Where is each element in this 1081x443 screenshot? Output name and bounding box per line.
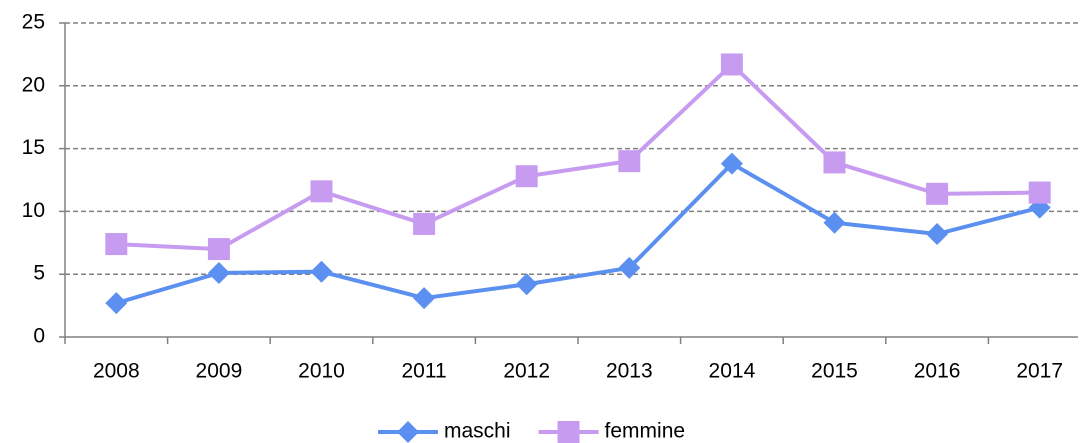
y-tick-label: 10 — [22, 199, 45, 222]
x-tick-label: 2010 — [298, 360, 345, 383]
data-point — [515, 273, 538, 296]
data-point — [105, 233, 128, 256]
x-tick-label: 2008 — [93, 360, 140, 383]
data-point — [310, 260, 333, 283]
data-point — [823, 211, 846, 234]
x-tick-label: 2011 — [402, 360, 447, 383]
data-point — [618, 150, 641, 173]
data-point — [105, 292, 128, 315]
data-point — [413, 287, 436, 310]
x-tick-label: 2009 — [196, 360, 243, 383]
x-tick-label: 2016 — [914, 360, 961, 383]
legend-label: maschi — [444, 420, 511, 443]
x-tick-label: 2015 — [811, 360, 858, 383]
data-point — [207, 261, 230, 284]
y-tick-label: 0 — [33, 325, 45, 348]
series-line — [115, 161, 1041, 306]
data-point — [1028, 181, 1051, 204]
data-point — [618, 256, 641, 279]
data-point — [926, 223, 949, 246]
data-point — [720, 53, 743, 76]
y-tick-label: 15 — [22, 136, 45, 159]
data-point — [720, 152, 743, 175]
y-tick-label: 25 — [22, 11, 45, 34]
x-tick-label: 2014 — [709, 360, 756, 383]
series-line — [116, 61, 1040, 252]
legend-marker — [557, 421, 580, 443]
y-tick-label: 5 — [33, 262, 45, 285]
x-tick-label: 2013 — [606, 360, 653, 383]
x-tick-label: 2017 — [1016, 360, 1063, 383]
data-point — [926, 182, 949, 205]
data-point — [413, 212, 436, 235]
x-tick-label: 2012 — [503, 360, 550, 383]
data-point — [515, 165, 538, 188]
data-point — [823, 151, 846, 174]
data-point — [207, 238, 230, 261]
legend-label: femmine — [605, 420, 686, 443]
data-point — [310, 180, 333, 203]
legend-marker — [397, 421, 419, 443]
y-tick-label: 20 — [22, 73, 45, 96]
